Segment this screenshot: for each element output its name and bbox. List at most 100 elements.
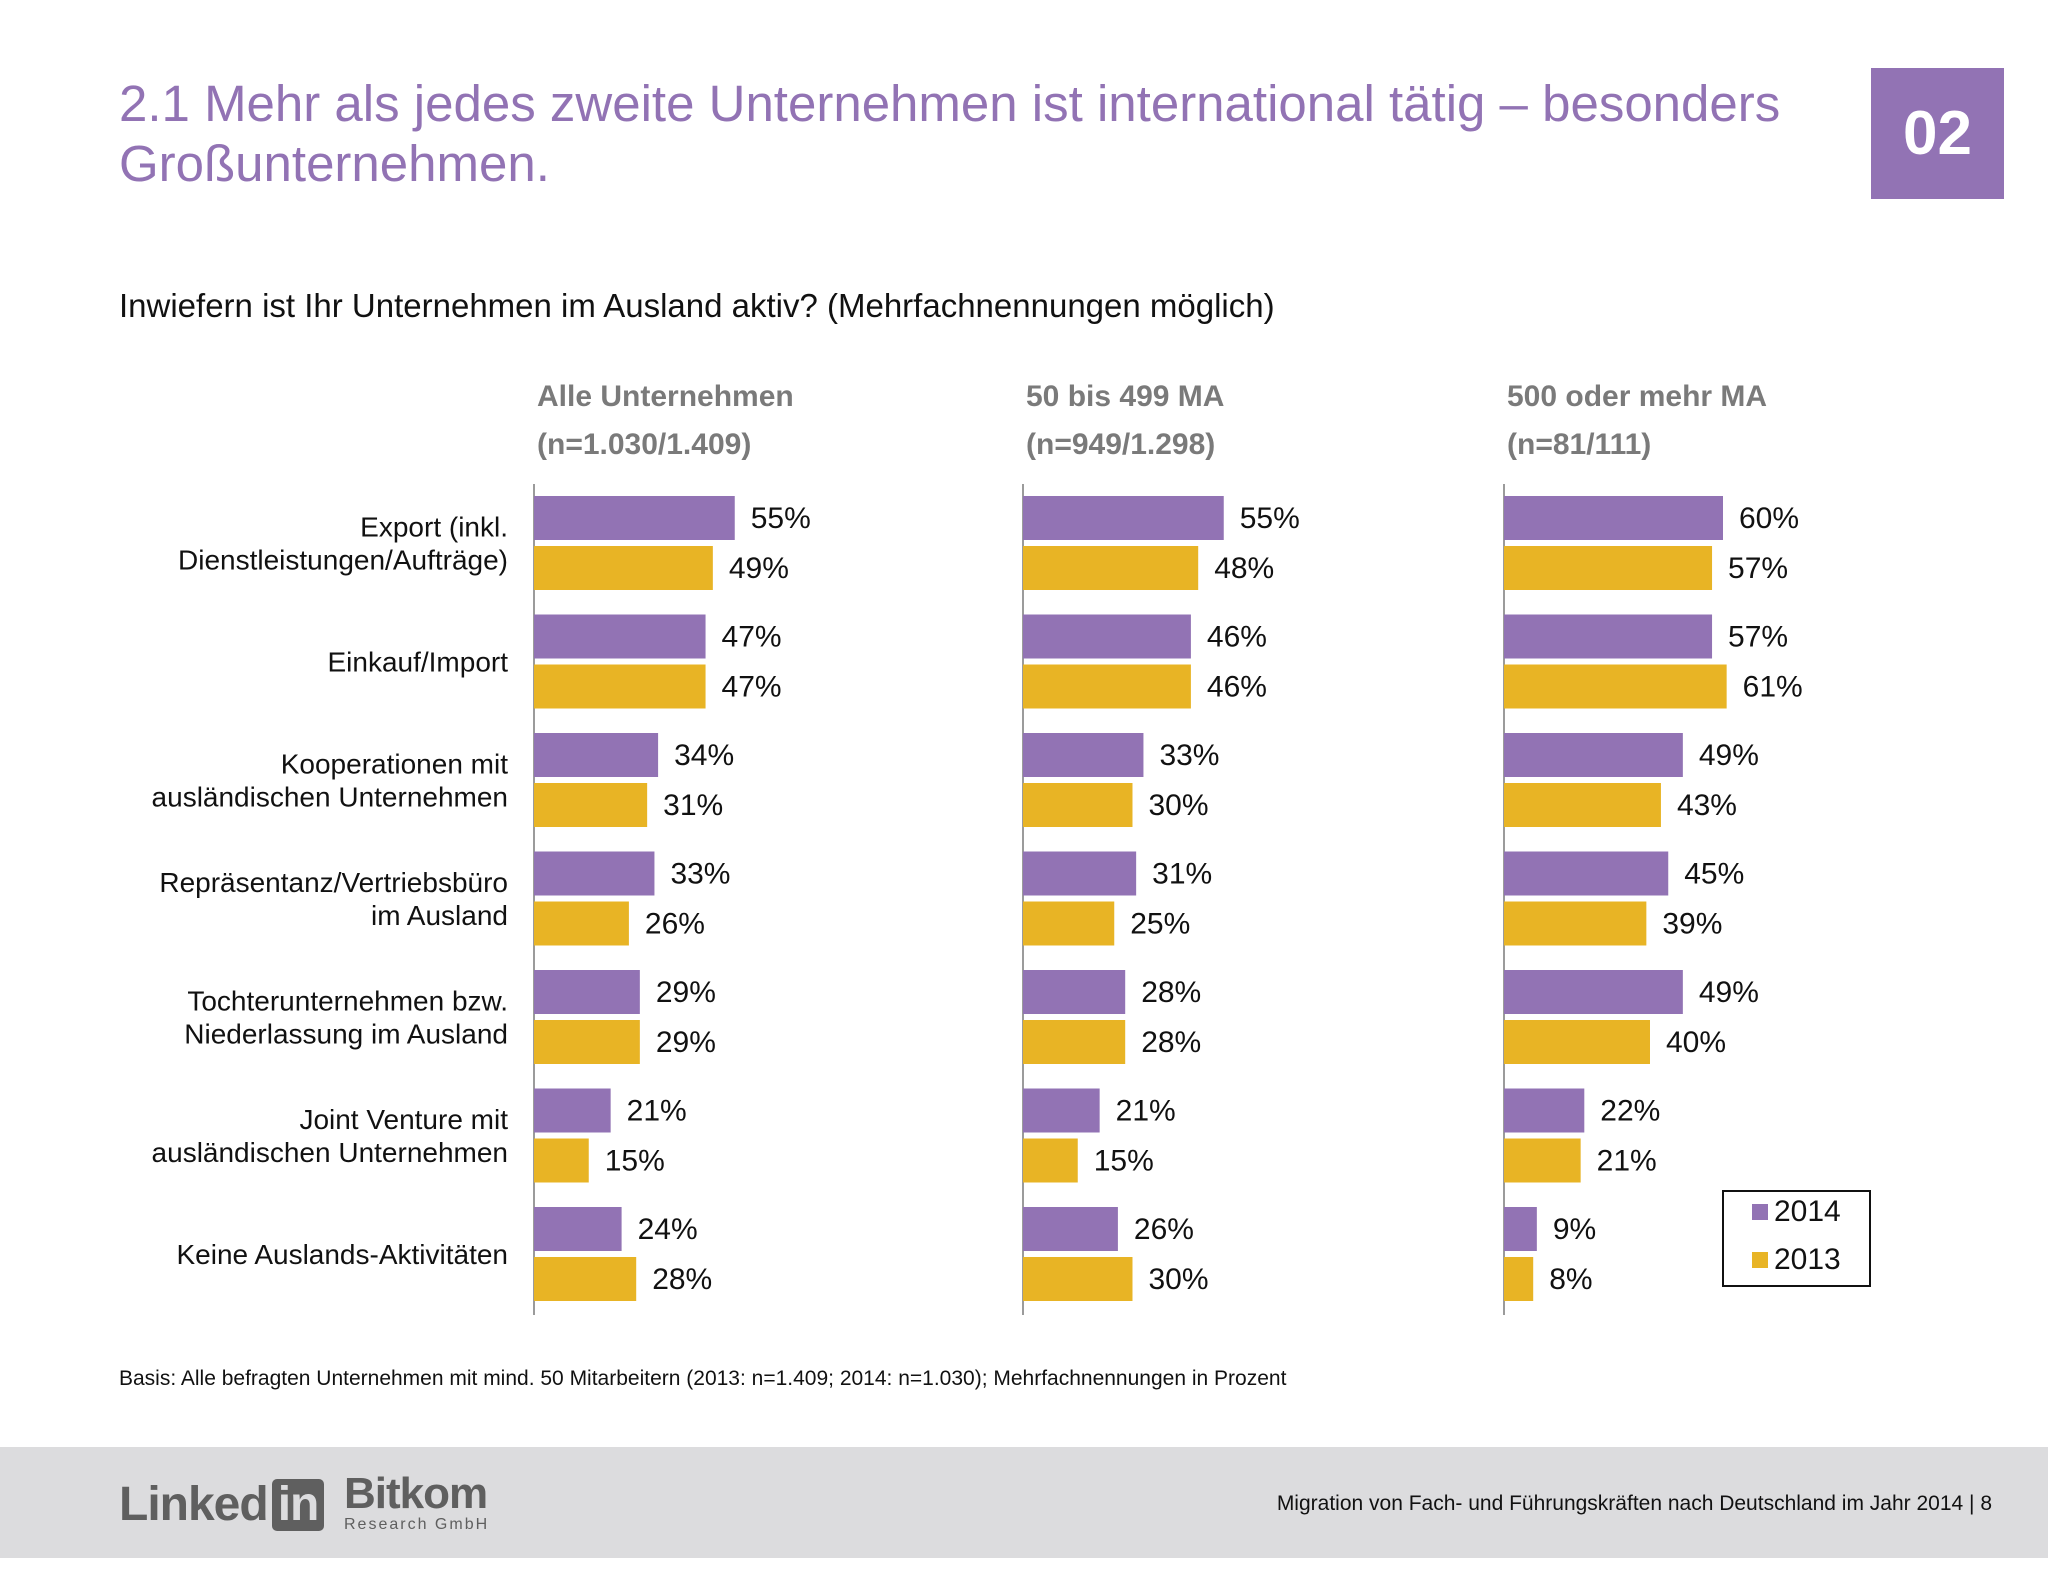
bar-2013: [1023, 546, 1199, 590]
category-label: Repräsentanz/Vertriebsbüro: [159, 867, 508, 898]
bar-2014: [1504, 733, 1683, 777]
bar-value-label: 15%: [1094, 1145, 1154, 1178]
bar-2014: [1504, 1088, 1585, 1133]
bitkom-logo-main: Bitkom: [344, 1469, 488, 1518]
bar-2013: [534, 901, 629, 946]
bitkom-logo-sub: Research GmbH: [344, 1516, 490, 1533]
bar-value-label: 26%: [1134, 1213, 1194, 1246]
bar-value-label: 55%: [751, 502, 811, 535]
bar-2013: [534, 1138, 589, 1183]
bar-value-label: 49%: [729, 552, 789, 585]
bar-value-label: 29%: [656, 1026, 716, 1059]
bar-value-label: 31%: [1152, 858, 1212, 891]
bar-value-label: 29%: [656, 976, 716, 1009]
bar-2013: [1504, 1020, 1650, 1064]
bar-2013: [534, 664, 706, 709]
bar-2014: [534, 1207, 622, 1251]
category-label: Export (inkl.: [360, 512, 508, 543]
bar-value-label: 45%: [1684, 858, 1744, 891]
legend-swatch: [1752, 1252, 1768, 1268]
bar-2014: [1023, 851, 1137, 896]
bar-value-label: 21%: [1597, 1145, 1657, 1178]
bar-value-label: 21%: [1116, 1095, 1176, 1128]
bar-value-label: 60%: [1739, 502, 1799, 535]
bar-value-label: 40%: [1666, 1026, 1726, 1059]
category-label: Tochterunternehmen bzw.: [187, 986, 508, 1017]
bar-2013: [1504, 901, 1647, 946]
bitkom-logo: Bitkom Research GmbH: [344, 1472, 489, 1534]
bar-value-label: 49%: [1699, 976, 1759, 1009]
bar-2014: [534, 733, 659, 777]
bar-value-label: 26%: [645, 908, 705, 941]
bar-value-label: 24%: [638, 1213, 698, 1246]
survey-question: Inwiefern ist Ihr Unternehmen im Ausland…: [119, 287, 1275, 324]
linkedin-logo-box: in: [271, 1478, 325, 1531]
bar-value-label: 55%: [1240, 502, 1300, 535]
bar-value-label: 47%: [722, 671, 782, 704]
category-label: Dienstleistungen/Aufträge): [178, 545, 508, 576]
panel-title: 500 oder mehr MA: [1507, 380, 1767, 413]
category-label: Einkauf/Import: [327, 647, 508, 678]
bar-value-label: 48%: [1214, 552, 1274, 585]
legend-label: 2013: [1774, 1243, 1841, 1276]
bar-2013: [1023, 1138, 1078, 1183]
category-label: ausländischen Unternehmen: [152, 782, 508, 813]
bar-2014: [1023, 970, 1126, 1014]
bar-value-label: 28%: [1141, 976, 1201, 1009]
bar-2014: [534, 970, 640, 1014]
bar-value-label: 21%: [627, 1095, 687, 1128]
bar-value-label: 30%: [1149, 789, 1209, 822]
bar-2013: [1023, 901, 1115, 946]
bar-2014: [1504, 970, 1683, 1014]
panel-title: 50 bis 499 MA: [1026, 380, 1224, 413]
bar-2013: [1504, 783, 1661, 827]
bar-value-label: 39%: [1662, 908, 1722, 941]
bar-2013: [1023, 1257, 1133, 1301]
bar-value-label: 8%: [1549, 1263, 1592, 1296]
panel-title: Alle Unternehmen: [537, 380, 794, 413]
bar-value-label: 33%: [1159, 739, 1219, 772]
bar-value-label: 22%: [1600, 1095, 1660, 1128]
category-label: ausländischen Unternehmen: [152, 1137, 508, 1168]
panel-subtitle: (n=949/1.298): [1026, 428, 1215, 461]
category-label: Keine Auslands-Aktivitäten: [176, 1239, 508, 1270]
panel-subtitle: (n=1.030/1.409): [537, 428, 751, 461]
bar-chart: Export (inkl.Dienstleistungen/Aufträge) E…: [152, 380, 1871, 1315]
bar-2014: [534, 851, 655, 896]
page-title: 2.1 Mehr als jedes zweite Unternehmen is…: [119, 75, 1781, 192]
linkedin-logo: Linked in: [119, 1477, 325, 1532]
bar-value-label: 25%: [1130, 908, 1190, 941]
bar-2014: [1023, 733, 1144, 777]
chapter-badge: 02: [1871, 68, 2004, 199]
bar-value-label: 30%: [1149, 1263, 1209, 1296]
panel-subtitle: (n=81/111): [1507, 428, 1651, 461]
bar-2013: [534, 546, 713, 590]
bar-value-label: 9%: [1553, 1213, 1596, 1246]
bar-value-label: 46%: [1207, 671, 1267, 704]
bar-value-label: 47%: [722, 621, 782, 654]
bar-value-label: 31%: [663, 789, 723, 822]
bar-2013: [1504, 664, 1727, 709]
legend-label: 2014: [1774, 1195, 1841, 1228]
bar-2013: [534, 1257, 637, 1301]
category-label: im Ausland: [371, 900, 508, 931]
bar-2014: [1504, 1207, 1537, 1251]
bar-2013: [1504, 1138, 1581, 1183]
bar-2013: [1504, 1257, 1534, 1301]
bar-value-label: 49%: [1699, 739, 1759, 772]
bar-value-label: 57%: [1728, 621, 1788, 654]
legend-box: [1722, 1190, 1871, 1287]
footer-report-title: Migration von Fach- und Führungskräften …: [1276, 1492, 1992, 1515]
bar-2014: [534, 614, 706, 659]
bar-value-label: 28%: [652, 1263, 712, 1296]
bar-2014: [1504, 614, 1713, 659]
bar-2014: [1023, 614, 1191, 659]
bar-2014: [1504, 851, 1669, 896]
bar-value-label: 15%: [605, 1145, 665, 1178]
bar-2014: [1023, 1088, 1100, 1133]
bar-2013: [1504, 546, 1713, 590]
category-label: Kooperationen mit: [281, 749, 508, 780]
bar-value-label: 46%: [1207, 621, 1267, 654]
bar-2013: [1023, 1020, 1126, 1064]
bar-value-label: 43%: [1677, 789, 1737, 822]
